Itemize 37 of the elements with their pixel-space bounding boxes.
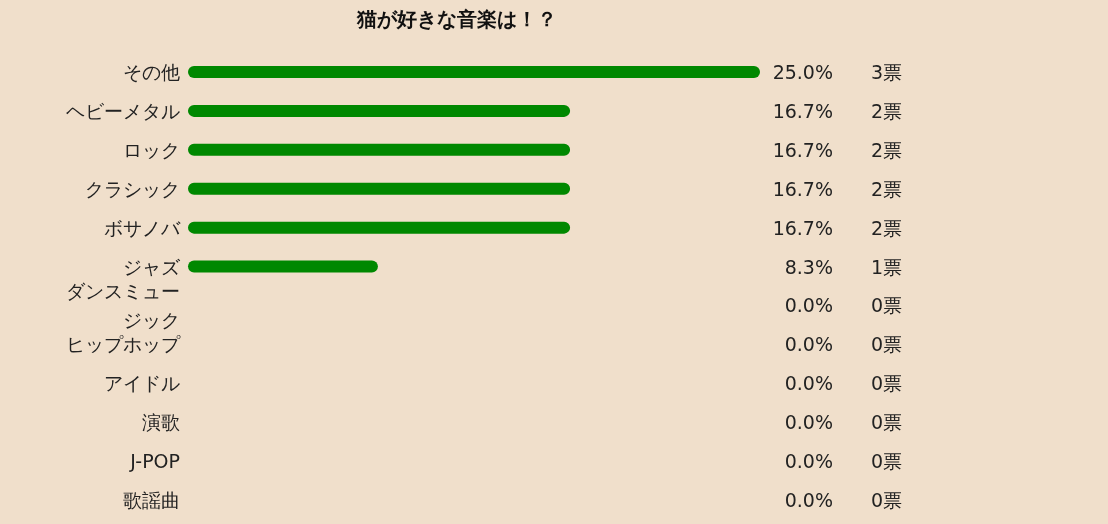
y-tick-label: ヒップホップ xyxy=(66,333,181,356)
data-label: 25.0% xyxy=(772,60,833,83)
data-label: 0.0% xyxy=(784,294,833,317)
y-tick-label: クラシック xyxy=(85,177,180,200)
text: 0票 xyxy=(870,411,902,434)
y-tick-label: ロック xyxy=(123,138,180,161)
data-label: 0.0% xyxy=(784,450,833,473)
data-label: 16.7% xyxy=(772,216,833,239)
y-tick-label: ヘビーメタル xyxy=(66,99,180,122)
text: 1票 xyxy=(870,255,902,278)
text: 2票 xyxy=(870,138,902,161)
text: 0票 xyxy=(870,372,902,395)
y-tick-label: J-POP xyxy=(129,450,180,473)
data-label: 0.0% xyxy=(784,411,833,434)
data-label: 0.0% xyxy=(784,489,833,512)
text: 2票 xyxy=(870,216,902,239)
y-tick-label: 演歌 xyxy=(142,411,180,434)
y-tick-label: その他 xyxy=(123,60,180,83)
text: 3票 xyxy=(870,60,902,83)
chart-title: 猫が好きな音楽は！？ xyxy=(356,7,557,31)
data-label: 0.0% xyxy=(784,333,833,356)
data-label: 16.7% xyxy=(772,99,833,122)
y-tick-label: ボサノバ xyxy=(104,216,181,239)
data-label: 8.3% xyxy=(784,255,833,278)
data-label: 16.7% xyxy=(772,138,833,161)
y-tick-label: ジャズ xyxy=(123,255,181,278)
text: 0票 xyxy=(870,333,902,356)
text: 0票 xyxy=(870,294,902,317)
text: 0票 xyxy=(870,450,902,473)
text: 0票 xyxy=(870,489,902,512)
data-label: 16.7% xyxy=(772,177,833,200)
data-label: 0.0% xyxy=(784,372,833,395)
text: 2票 xyxy=(870,99,902,122)
text: 2票 xyxy=(870,177,902,200)
y-tick-label: 歌謡曲 xyxy=(123,489,180,512)
y-tick-label: アイドル xyxy=(104,372,180,395)
y-tick-label: ダンスミュージック xyxy=(66,279,180,331)
